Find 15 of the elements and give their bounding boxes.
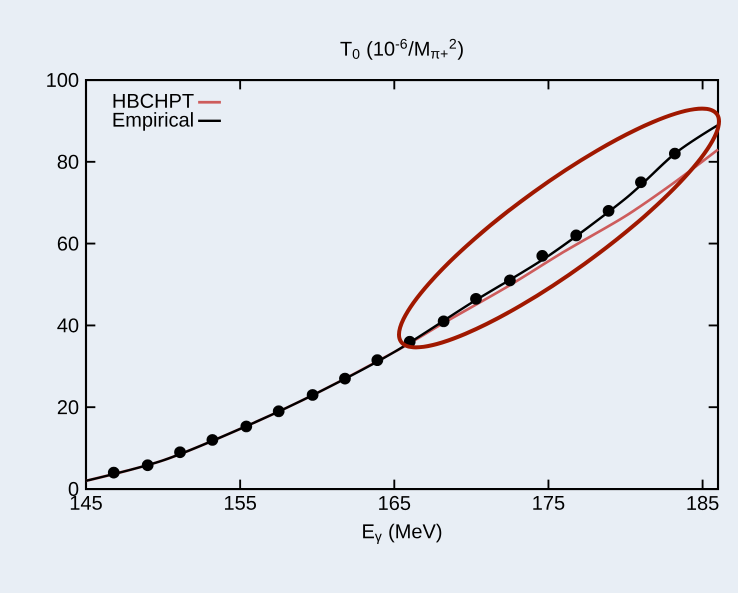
x-axis-title: E$_{γ}$ (MeV) <box>363 524 442 544</box>
y-tick-label: 40 <box>57 318 78 332</box>
y-tick-label: 60 <box>58 236 78 251</box>
x-tick-label: 145 <box>70 496 102 510</box>
legend-label: HBCHPT <box>114 94 194 108</box>
y-tick-label: 0 <box>68 482 78 496</box>
y-tick-label: 20 <box>58 400 78 414</box>
y-tick-label: 100 <box>47 72 78 88</box>
x-tick-label: 165 <box>379 496 410 510</box>
x-tick-label: 155 <box>224 496 256 510</box>
legend-label: Empirical <box>114 112 193 131</box>
x-tick-label: 175 <box>533 496 564 510</box>
y-tick-label: 80 <box>58 154 78 169</box>
x-tick-label: 185 <box>687 496 718 510</box>
chart-title: T$_{0}$ (10$^{-6}$/M$_{π+}$$^{2}$) <box>340 38 463 60</box>
